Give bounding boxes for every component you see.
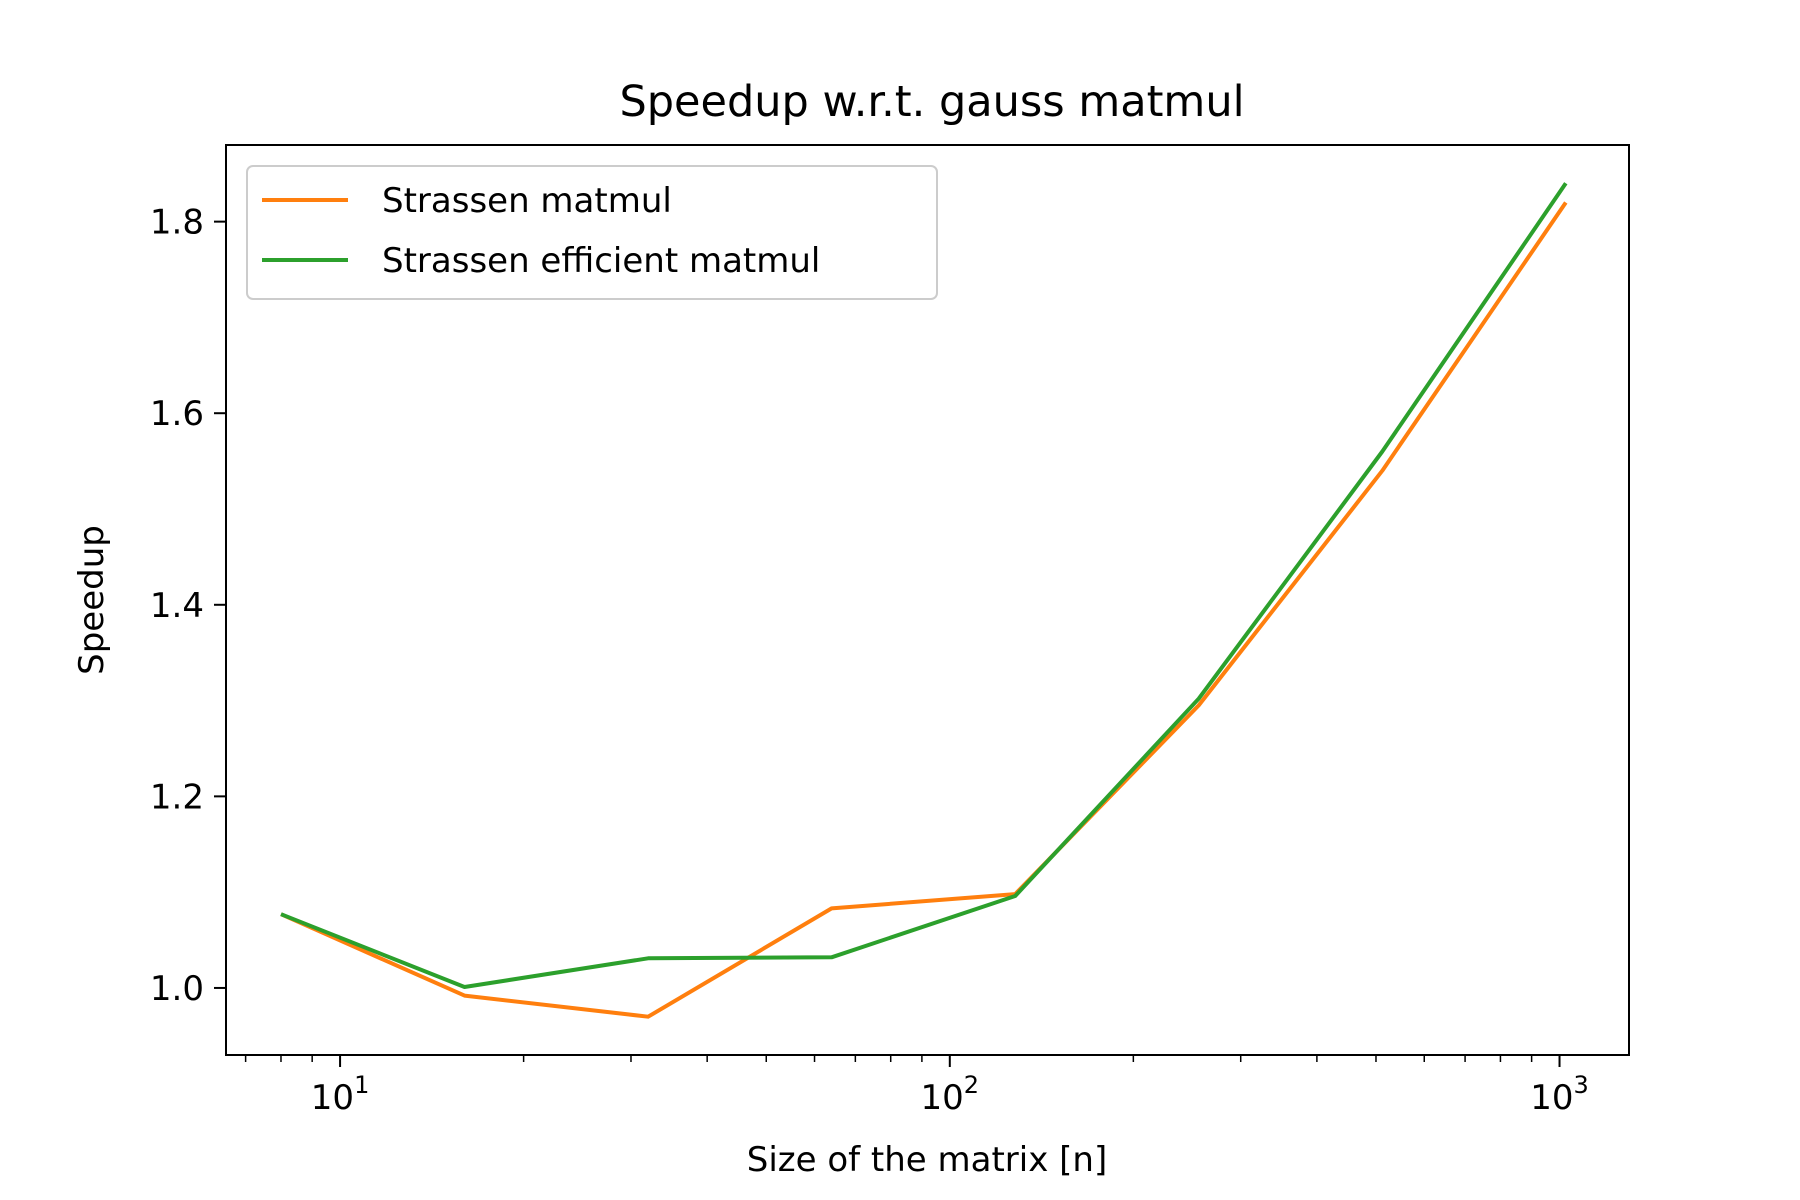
series-lines (280, 182, 1568, 1019)
y-tick-label: 1.2 (150, 777, 204, 817)
x-tick-label: 102 (921, 1071, 980, 1118)
legend-box (246, 165, 938, 300)
series-line-1 (280, 182, 1568, 989)
y-tick-label: 1.0 (150, 969, 204, 1009)
x-tick-label: 103 (1530, 1071, 1589, 1118)
legend-label-strassen-efficient: Strassen efficient matmul (382, 241, 820, 281)
series-line-0 (280, 201, 1568, 1019)
legend-label-strassen: Strassen matmul (382, 181, 672, 221)
y-axis-label: Speedup (72, 525, 112, 675)
plot-frame (225, 144, 1630, 1056)
x-tick-label: 101 (311, 1071, 370, 1118)
x-axis-ticks: 101 102 103 (244, 1055, 1589, 1118)
legend: Strassen matmul Strassen efficient matmu… (246, 165, 938, 300)
y-tick-label: 1.8 (150, 203, 204, 243)
y-axis-ticks: 1.0 1.2 1.4 1.6 1.8 (150, 203, 226, 1009)
y-tick-label: 1.6 (150, 394, 204, 434)
chart-title: Speedup w.r.t. gauss matmul (619, 77, 1244, 127)
y-tick-label: 1.4 (150, 586, 204, 626)
x-axis-label: Size of the matrix [n] (747, 1140, 1108, 1180)
